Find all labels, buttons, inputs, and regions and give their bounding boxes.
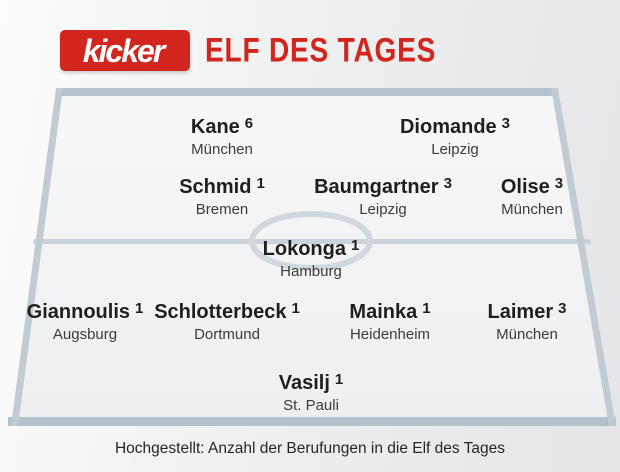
legend-text: Hochgestellt: Anzahl der Berufungen in d… bbox=[114, 440, 506, 457]
player-appearance-count: 3 bbox=[558, 300, 567, 317]
right-sideline bbox=[551, 88, 616, 426]
player-club: München bbox=[191, 141, 253, 158]
player-appearance-count: 3 bbox=[443, 175, 452, 192]
player-club: St. Pauli bbox=[283, 397, 339, 414]
player-name-label: Laimer bbox=[487, 301, 554, 323]
player-club: Leipzig bbox=[431, 141, 479, 158]
player-club: München bbox=[501, 201, 563, 218]
player-appearance-count: 1 bbox=[291, 300, 300, 317]
left-sideline bbox=[11, 88, 63, 426]
player-name: Mainka 1 bbox=[290, 300, 490, 325]
player: Kane 6 München bbox=[122, 115, 322, 158]
player-name: Lokonga 1 bbox=[211, 237, 411, 262]
player: Schlotterbeck 1 Dortmund bbox=[127, 300, 327, 343]
player-club: Hamburg bbox=[280, 263, 342, 280]
player-name-label: Olise bbox=[500, 176, 550, 198]
player-appearance-count: 1 bbox=[135, 300, 144, 317]
player-name-label: Baumgartner bbox=[314, 176, 439, 198]
player-appearance-count: 1 bbox=[334, 371, 344, 388]
player-name: Olise 3 bbox=[432, 175, 620, 200]
kicker-logo: kicker bbox=[60, 30, 190, 71]
player-name-label: Schmid bbox=[179, 176, 252, 198]
player: Vasilj 1 St. Pauli bbox=[211, 371, 411, 414]
player-club: Leipzig bbox=[359, 201, 407, 218]
player-club: Augsburg bbox=[52, 326, 118, 343]
header: kicker ELF DES TAGES bbox=[0, 0, 620, 88]
player-appearance-count: 1 bbox=[422, 300, 431, 317]
player-name-label: Schlotterbeck bbox=[154, 301, 287, 323]
player: Olise 3 München bbox=[432, 175, 620, 218]
player-appearance-count: 6 bbox=[244, 115, 254, 132]
player-club: Dortmund bbox=[194, 326, 260, 343]
player: Giannoulis 1 Augsburg bbox=[0, 300, 185, 343]
player-appearance-count: 1 bbox=[256, 175, 265, 192]
player-appearance-count: 3 bbox=[554, 175, 564, 192]
player: Laimer 3 München bbox=[427, 300, 620, 343]
player-name-label: Vasilj bbox=[278, 372, 330, 394]
player-name: Kane 6 bbox=[122, 115, 322, 140]
player-name-label: Giannoulis bbox=[26, 301, 130, 323]
player: Baumgartner 3 Leipzig bbox=[283, 175, 483, 218]
player-appearance-count: 3 bbox=[501, 115, 511, 132]
player-club: Bremen bbox=[195, 201, 249, 218]
player-club: Heidenheim bbox=[349, 326, 431, 343]
player-name-label: Kane bbox=[190, 116, 240, 138]
player: Lokonga 1 Hamburg bbox=[211, 237, 411, 280]
player-name: Giannoulis 1 bbox=[0, 300, 185, 325]
kicker-logo-text: kicker bbox=[82, 32, 166, 69]
player: Diomande 3 Leipzig bbox=[355, 115, 555, 158]
player-club: München bbox=[496, 326, 558, 343]
player: Mainka 1 Heidenheim bbox=[290, 300, 490, 343]
top-touchline bbox=[57, 88, 557, 96]
player-name-label: Lokonga bbox=[262, 238, 346, 260]
bottom-touchline bbox=[8, 417, 616, 426]
player-name: Baumgartner 3 bbox=[283, 175, 483, 200]
center-circle bbox=[249, 211, 373, 271]
pitch-interior bbox=[12, 92, 612, 421]
page-title: ELF DES TAGES bbox=[205, 30, 437, 70]
player-name: Diomande 3 bbox=[355, 115, 555, 140]
player-name-label: Diomande bbox=[399, 116, 497, 138]
player-name: Laimer 3 bbox=[427, 300, 620, 325]
player-appearance-count: 1 bbox=[351, 237, 360, 254]
player-name: Vasilj 1 bbox=[211, 371, 411, 396]
player-name-label: Mainka bbox=[349, 301, 418, 323]
player-name: Schmid 1 bbox=[122, 175, 322, 200]
player: Schmid 1 Bremen bbox=[122, 175, 322, 218]
halfway-line bbox=[33, 239, 591, 244]
player-name: Schlotterbeck 1 bbox=[127, 300, 327, 325]
